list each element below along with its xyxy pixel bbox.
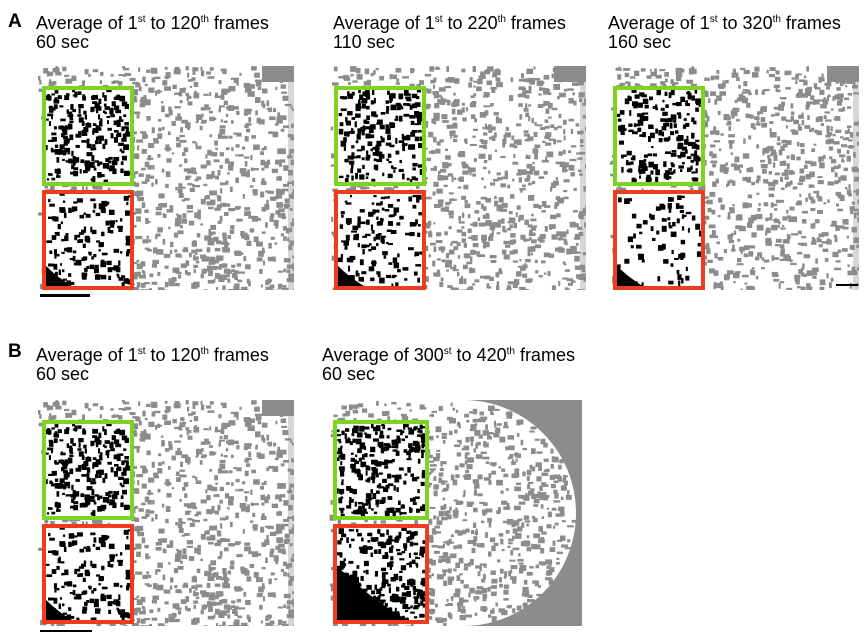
image-panel-a2 bbox=[330, 66, 586, 290]
caption-middle: to 320 bbox=[717, 13, 773, 33]
red-roi-box bbox=[42, 524, 134, 624]
caption-middle: to 120 bbox=[145, 13, 201, 33]
caption-b1: Average of 1st to 120th frames 60 sec bbox=[36, 346, 269, 384]
speckle-image bbox=[38, 400, 294, 626]
caption-sup: th bbox=[200, 14, 209, 25]
caption-sup: th bbox=[772, 14, 781, 25]
image-panel-b1 bbox=[38, 400, 294, 626]
red-roi-box bbox=[333, 524, 429, 624]
image-panel-a1 bbox=[38, 66, 294, 290]
caption-sup: st bbox=[443, 346, 452, 357]
caption-a3: Average of 1st to 320th frames 160 sec bbox=[608, 14, 841, 52]
caption-a2: Average of 1st to 220th frames 110 sec bbox=[333, 14, 566, 52]
caption-suffix: frames bbox=[514, 345, 575, 365]
scale-bar bbox=[836, 284, 858, 286]
image-panel-a3 bbox=[609, 66, 859, 290]
caption-duration: 60 sec bbox=[36, 364, 90, 384]
caption-sup: th bbox=[506, 346, 515, 357]
caption-prefix: Average of 300 bbox=[322, 345, 444, 365]
green-roi-box bbox=[42, 420, 134, 520]
caption-sup: st bbox=[709, 14, 718, 25]
caption-middle: to 420 bbox=[451, 345, 507, 365]
caption-sup: st bbox=[434, 14, 443, 25]
speckle-image bbox=[609, 66, 859, 290]
caption-sup: th bbox=[200, 346, 209, 357]
caption-suffix: frames bbox=[208, 13, 269, 33]
caption-suffix: frames bbox=[780, 13, 841, 33]
caption-b2: Average of 300st to 420th frames 60 sec bbox=[322, 346, 575, 384]
panel-label-a: A bbox=[8, 11, 22, 32]
caption-sup: th bbox=[497, 14, 506, 25]
speckle-image bbox=[38, 66, 294, 290]
green-roi-box bbox=[334, 86, 426, 186]
caption-suffix: frames bbox=[505, 13, 566, 33]
green-roi-box bbox=[613, 86, 705, 186]
image-panel-b2 bbox=[329, 400, 582, 626]
scale-bar bbox=[40, 630, 92, 632]
caption-sup: st bbox=[137, 346, 146, 357]
speckle-image bbox=[329, 400, 582, 626]
scale-bar bbox=[40, 294, 90, 297]
caption-suffix: frames bbox=[208, 345, 269, 365]
caption-prefix: Average of 1 bbox=[36, 345, 138, 365]
caption-duration: 110 sec bbox=[333, 32, 395, 52]
caption-prefix: Average of 1 bbox=[333, 13, 435, 33]
caption-prefix: Average of 1 bbox=[36, 13, 138, 33]
red-roi-box bbox=[42, 190, 134, 290]
caption-duration: 160 sec bbox=[608, 32, 672, 52]
green-roi-box bbox=[42, 86, 134, 186]
red-roi-box bbox=[613, 190, 705, 290]
caption-prefix: Average of 1 bbox=[608, 13, 710, 33]
panel-label-b: B bbox=[8, 341, 22, 362]
caption-duration: 60 sec bbox=[322, 364, 376, 384]
caption-a1: Average of 1st to 120th frames 60 sec bbox=[36, 14, 269, 52]
green-roi-box bbox=[333, 420, 429, 520]
caption-duration: 60 sec bbox=[36, 32, 90, 52]
caption-middle: to 120 bbox=[145, 345, 201, 365]
caption-sup: st bbox=[137, 14, 146, 25]
speckle-image bbox=[330, 66, 586, 290]
caption-middle: to 220 bbox=[442, 13, 498, 33]
red-roi-box bbox=[334, 190, 426, 290]
